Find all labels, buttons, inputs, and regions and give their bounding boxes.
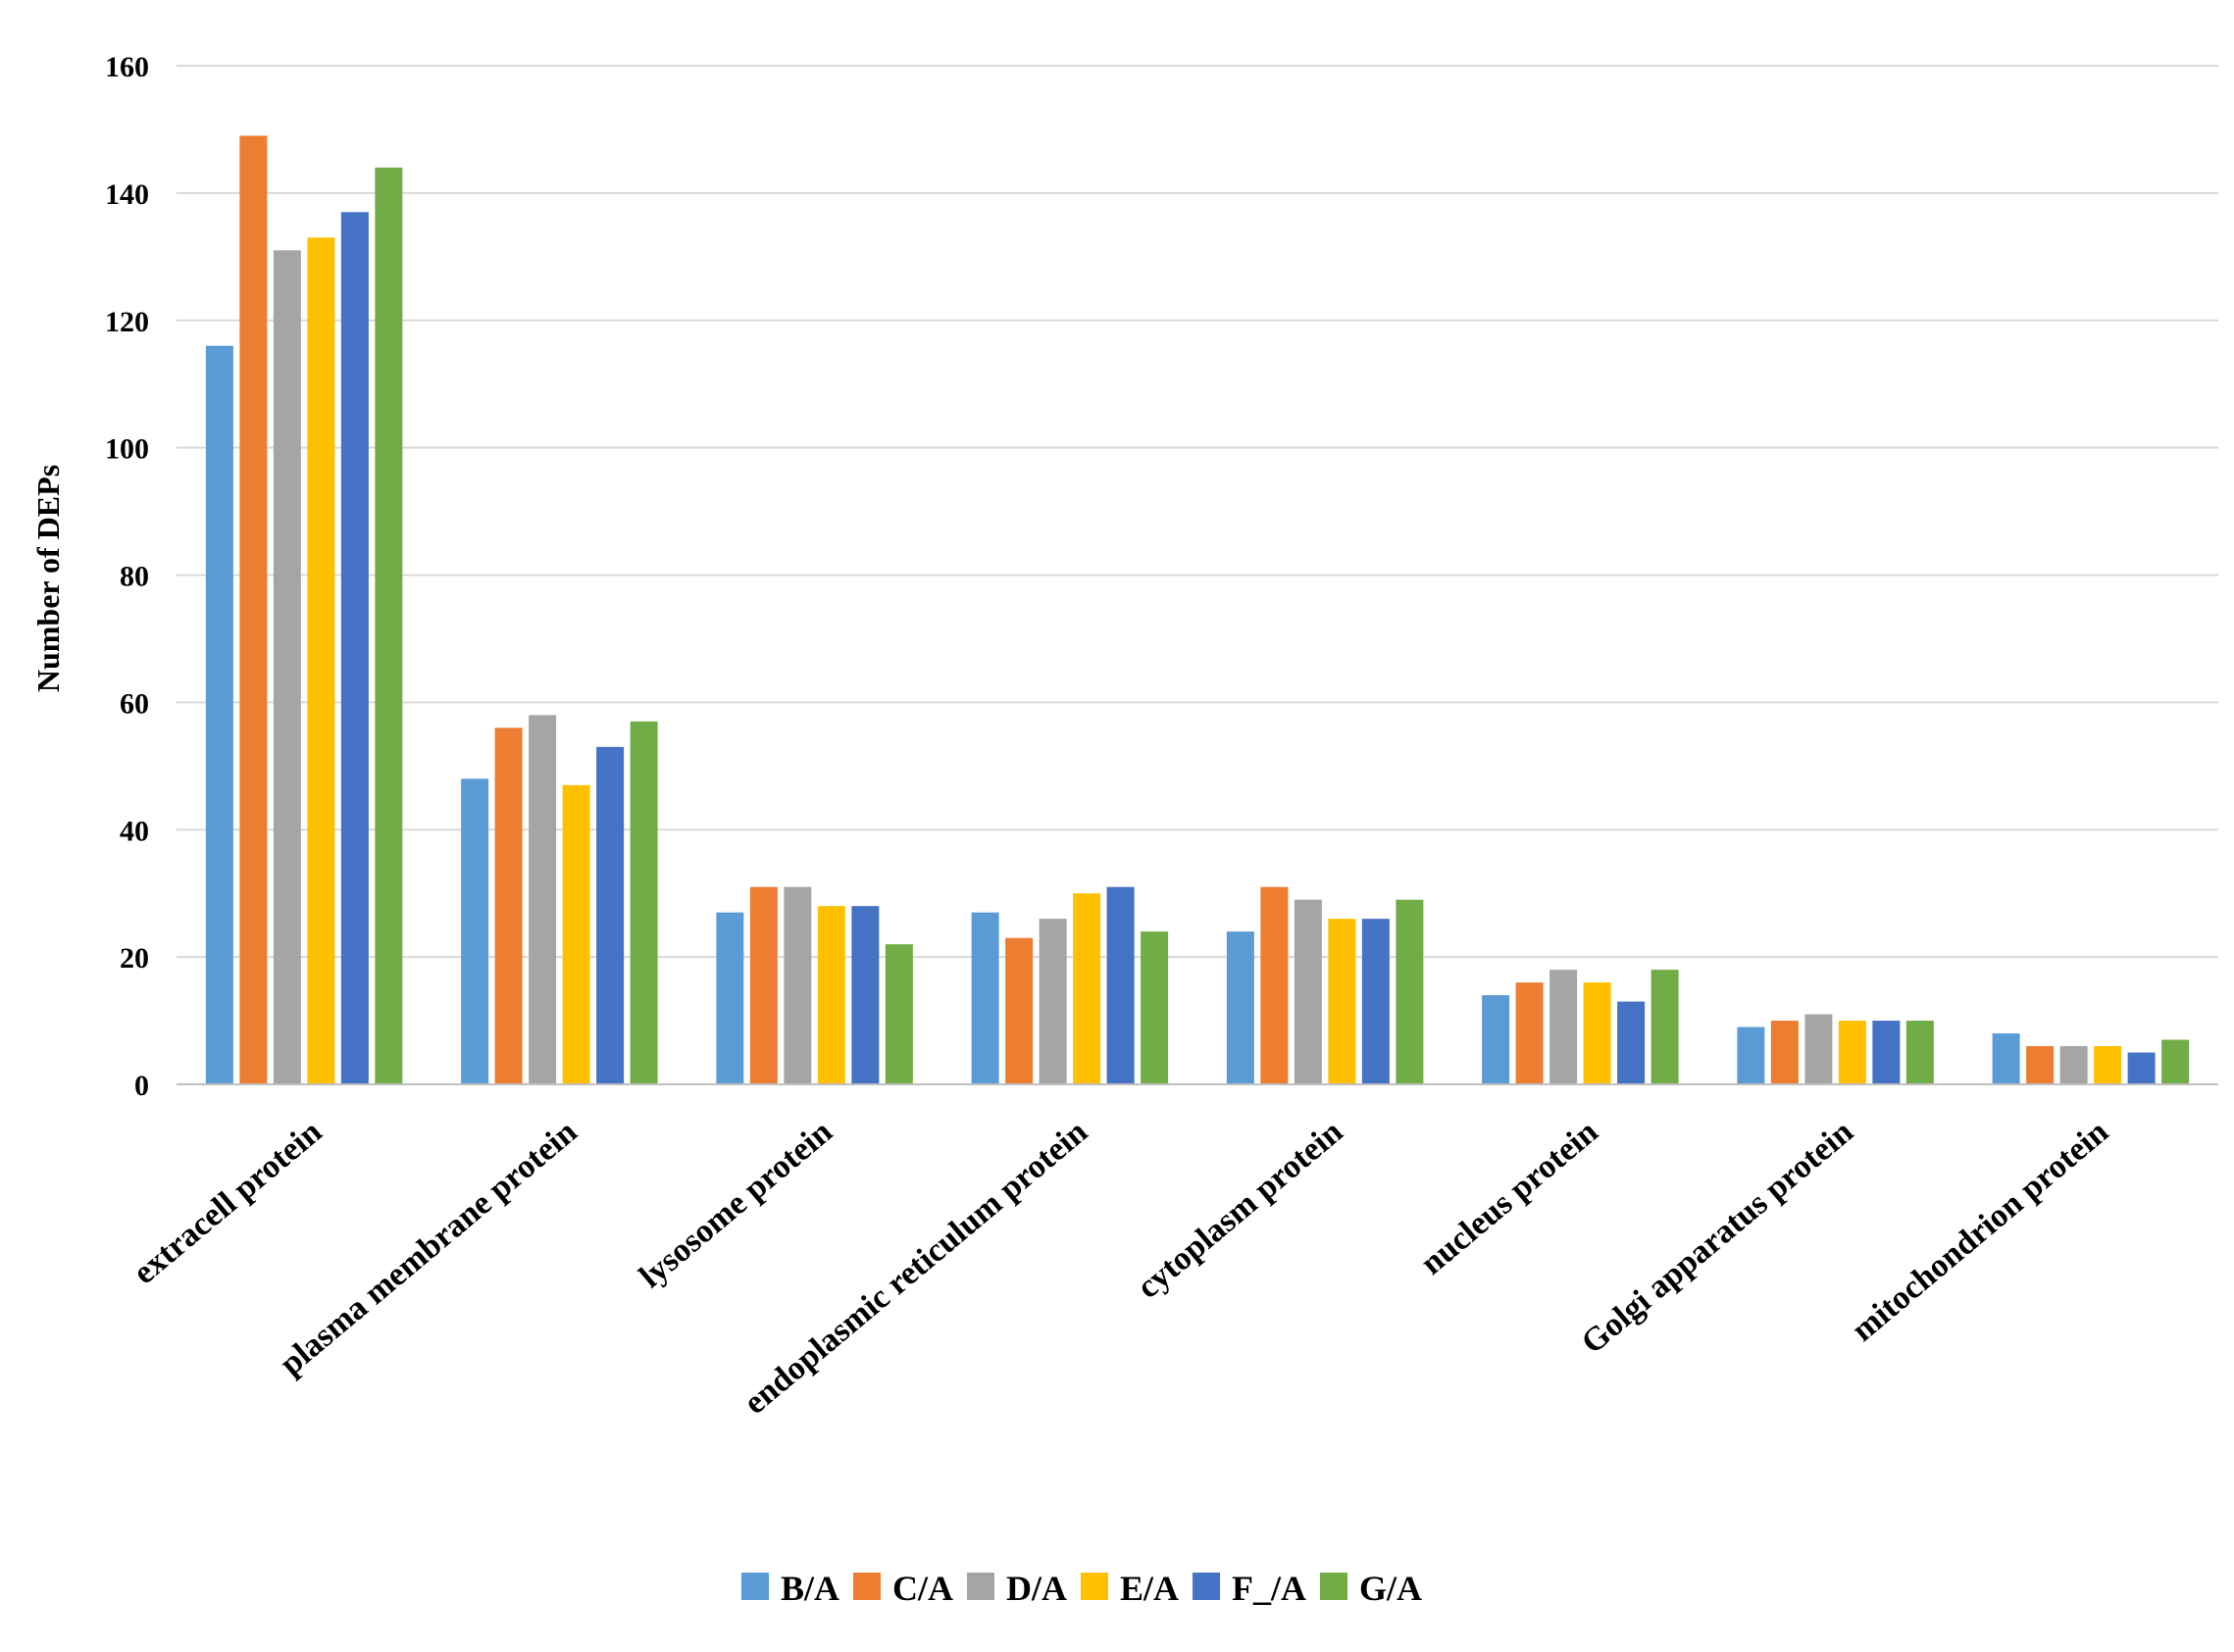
bar <box>1650 970 1679 1084</box>
bar <box>1617 1001 1646 1084</box>
x-category-label: cytoplasm protein <box>1131 1114 1350 1306</box>
legend-swatch <box>853 1573 882 1600</box>
bar <box>239 135 268 1084</box>
bar <box>971 912 999 1084</box>
bar <box>1515 982 1544 1084</box>
bar <box>1992 1033 2020 1084</box>
y-tick-label: 160 <box>105 51 149 83</box>
legend-swatch <box>741 1573 769 1600</box>
bar <box>375 167 403 1084</box>
bar <box>1328 919 1356 1084</box>
bar <box>1073 893 1101 1084</box>
x-category-label: Golgi apparatus protein <box>1575 1114 1860 1362</box>
legend-swatch <box>1081 1573 1109 1600</box>
bar <box>1804 1014 1833 1084</box>
bar <box>529 715 557 1084</box>
bar <box>2059 1046 2088 1084</box>
legend-label: C/A <box>892 1569 953 1608</box>
legend: B/A C/A D/A E/A F_/A G/A <box>741 1569 1422 1608</box>
legend-label: E/A <box>1120 1569 1179 1608</box>
bar <box>1583 982 1611 1084</box>
x-category-label: extracell protein <box>127 1114 329 1292</box>
bar <box>1039 919 1067 1084</box>
bar <box>885 944 913 1084</box>
y-tick-label: 40 <box>120 815 149 847</box>
bar <box>2127 1052 2156 1084</box>
bar <box>461 778 489 1084</box>
bar <box>1106 886 1135 1084</box>
y-tick-label: 100 <box>105 433 149 466</box>
bar <box>2161 1039 2190 1084</box>
bar <box>749 886 778 1084</box>
bar <box>1549 970 1578 1084</box>
bar <box>1396 899 1424 1084</box>
bar <box>1005 937 1034 1084</box>
y-tick-label: 20 <box>120 942 149 975</box>
bar <box>494 727 523 1084</box>
bar <box>784 886 812 1084</box>
legend-label: G/A <box>1359 1569 1422 1608</box>
legend-label: D/A <box>1006 1569 1067 1608</box>
bar <box>2026 1046 2055 1084</box>
y-tick-label: 120 <box>105 306 149 338</box>
bars <box>205 135 2190 1085</box>
y-tick-label: 140 <box>105 178 149 211</box>
bar <box>1905 1021 1934 1084</box>
bar <box>1361 919 1390 1084</box>
y-axis-label: Number of DEPs <box>30 465 66 692</box>
bar <box>596 746 625 1084</box>
y-tick-label: 0 <box>134 1070 149 1102</box>
bar <box>1838 1021 1866 1084</box>
bar <box>273 250 301 1085</box>
bar <box>716 912 744 1084</box>
bar <box>817 906 845 1084</box>
bar <box>1294 899 1322 1084</box>
bar <box>205 345 233 1085</box>
bar <box>1260 886 1289 1084</box>
legend-swatch <box>1320 1573 1348 1600</box>
x-category-label: plasma membrane protein <box>273 1114 584 1382</box>
bar <box>1141 931 1169 1084</box>
bar <box>1770 1021 1799 1084</box>
legend-swatch <box>967 1573 995 1600</box>
bar <box>2094 1046 2122 1084</box>
legend-label: F_/A <box>1232 1569 1306 1608</box>
y-axis-ticks: 0 20 40 60 80 100 120 140 160 <box>105 51 149 1102</box>
bar <box>1872 1021 1901 1084</box>
legend-swatch <box>1193 1573 1221 1600</box>
bar <box>1482 995 1510 1084</box>
bar <box>630 721 658 1084</box>
bar <box>1737 1026 1765 1084</box>
bar <box>307 237 335 1085</box>
bar <box>340 212 369 1084</box>
bar <box>562 784 590 1084</box>
y-tick-label: 60 <box>120 687 149 720</box>
bar <box>851 906 880 1084</box>
bar <box>1226 931 1254 1084</box>
y-tick-label: 80 <box>120 561 149 593</box>
x-category-label: lysosome protein <box>633 1114 839 1295</box>
legend-label: B/A <box>781 1569 839 1608</box>
x-category-label: mitochondrion protein <box>1845 1114 2115 1349</box>
x-category-label: nucleus protein <box>1414 1114 1605 1282</box>
